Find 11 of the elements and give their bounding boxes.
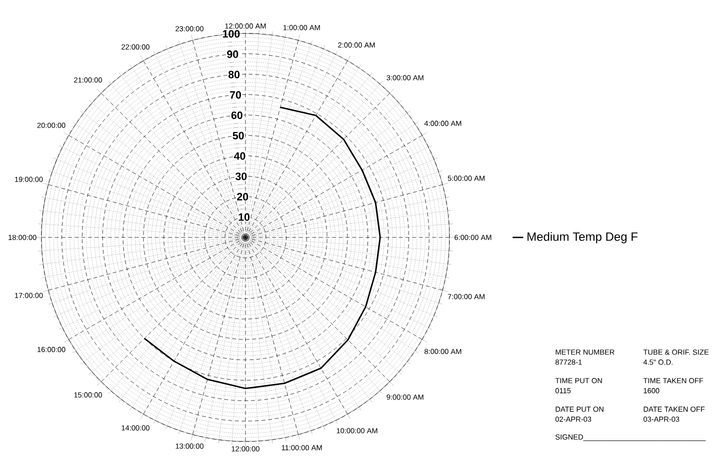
y-tick-label: 40 <box>234 152 246 160</box>
y-tick-label: 90 <box>227 50 238 58</box>
y-tick-label: 60 <box>231 112 242 120</box>
legend-label: Medium Temp Deg F <box>528 232 638 244</box>
y-tick-label: 100 <box>222 30 240 38</box>
y-tick-label: 30 <box>235 172 247 180</box>
y-tick-label: 50 <box>232 132 244 140</box>
y-tick-label: 20 <box>237 193 248 201</box>
y-tick-label: 70 <box>230 91 241 99</box>
y-tick-label: 10 <box>238 214 250 222</box>
y-tick-label: 80 <box>228 71 240 79</box>
